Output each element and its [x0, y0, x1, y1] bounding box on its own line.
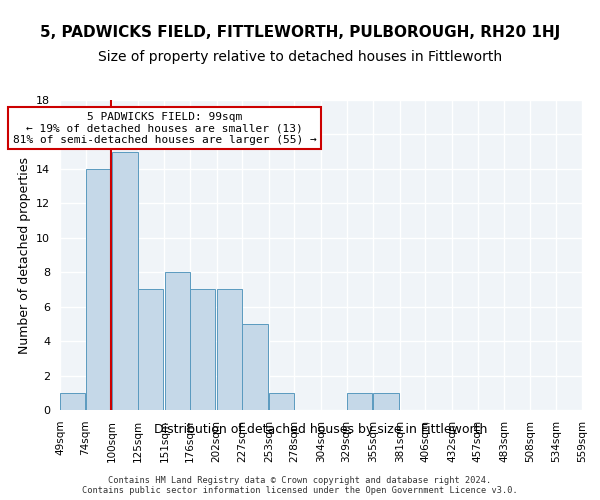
Bar	[347, 393, 372, 410]
Y-axis label: Number of detached properties: Number of detached properties	[17, 156, 31, 354]
Bar	[86, 169, 111, 410]
Bar	[60, 393, 85, 410]
Bar	[112, 152, 137, 410]
Bar	[269, 393, 294, 410]
Text: Contains HM Land Registry data © Crown copyright and database right 2024.
Contai: Contains HM Land Registry data © Crown c…	[82, 476, 518, 495]
Bar	[242, 324, 268, 410]
Bar	[217, 290, 242, 410]
Text: 5 PADWICKS FIELD: 99sqm
← 19% of detached houses are smaller (13)
81% of semi-de: 5 PADWICKS FIELD: 99sqm ← 19% of detache…	[13, 112, 316, 145]
Text: Size of property relative to detached houses in Fittleworth: Size of property relative to detached ho…	[98, 50, 502, 64]
Text: 5, PADWICKS FIELD, FITTLEWORTH, PULBOROUGH, RH20 1HJ: 5, PADWICKS FIELD, FITTLEWORTH, PULBOROU…	[40, 25, 560, 40]
Bar	[190, 290, 215, 410]
Bar	[373, 393, 398, 410]
Bar	[138, 290, 163, 410]
Text: Distribution of detached houses by size in Fittleworth: Distribution of detached houses by size …	[154, 422, 488, 436]
Bar	[164, 272, 190, 410]
